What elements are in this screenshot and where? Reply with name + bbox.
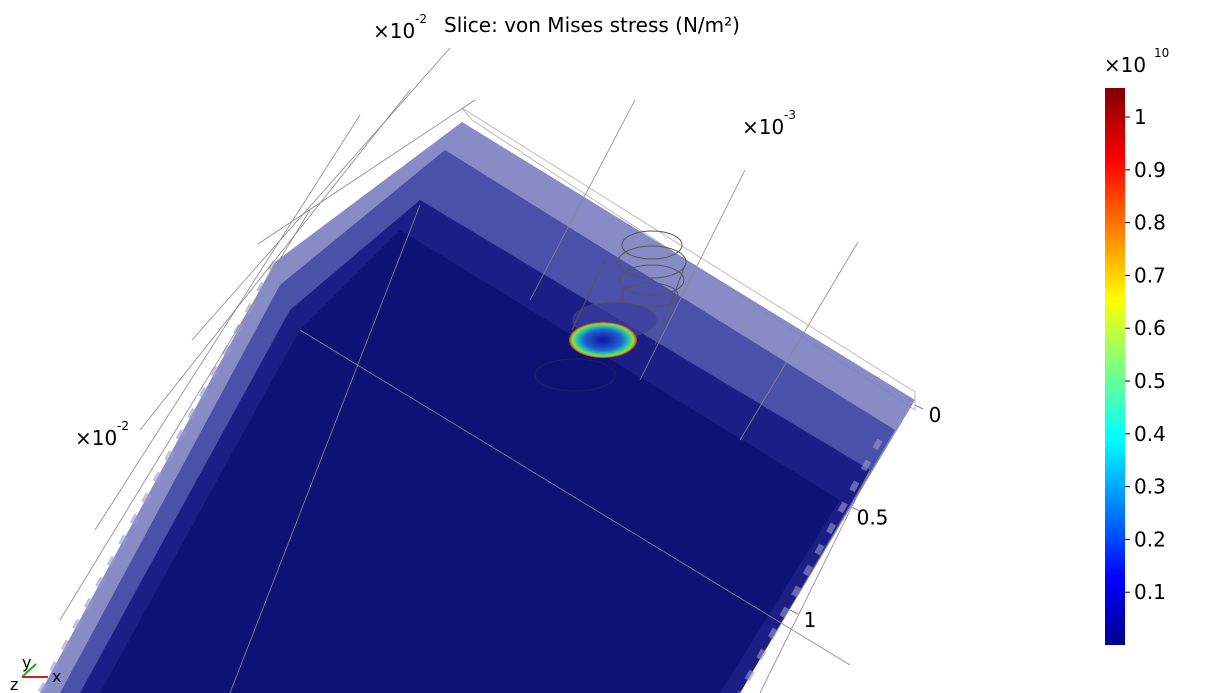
colorbar-tick-label: 0.7 [1134,263,1166,287]
colorbar-tick-label: 0.8 [1134,211,1166,235]
triad-label: y [22,653,31,672]
colorbar-scale [1105,88,1125,645]
axis-tick [790,610,798,614]
colorbar-tick-label: 0.4 [1134,422,1166,446]
triad-label: x [52,667,61,686]
colorbar: ×10 10 1 0.9 0.8 0.7 0.6 0.5 0.4 0.3 0.2 0.1 [1104,46,1169,645]
axis-multiplier-exponent: -2 [117,419,129,433]
colorbar-tick-label: 0.9 [1134,158,1166,182]
axis-tick-label: 0 [929,403,942,427]
axis-tick-label: 1 [804,608,817,632]
colorbar-tick-label: 0.2 [1134,527,1166,551]
axis-multiplier-exponent: -2 [415,12,427,26]
plot-window: Slice: von Mises stress (N/m²) ×10 -2 ×1… [0,0,1210,693]
axis-multiplier: ×10 [75,426,117,450]
geometry [40,48,915,693]
colorbar-multiplier: ×10 [1104,53,1146,77]
stress-hotspot [569,322,637,358]
axis-tick [915,405,923,409]
axis-tick-label: 0.5 [857,506,889,530]
axis-multiplier-exponent: -3 [784,108,796,122]
colorbar-tick-label: 0.6 [1134,316,1166,340]
triad-label: z [10,675,18,693]
axis-multiplier: ×10 [742,115,784,139]
colorbar-tick-label: 0.1 [1134,580,1166,604]
colorbar-tick-label: 0.3 [1134,475,1166,499]
axis-multiplier: ×10 [373,19,415,43]
colorbar-tick-label: 0.5 [1134,369,1166,393]
plot-title: Slice: von Mises stress (N/m²) [444,13,740,37]
colorbar-exponent: 10 [1154,46,1169,60]
colorbar-tick-label: 1 [1134,105,1147,129]
